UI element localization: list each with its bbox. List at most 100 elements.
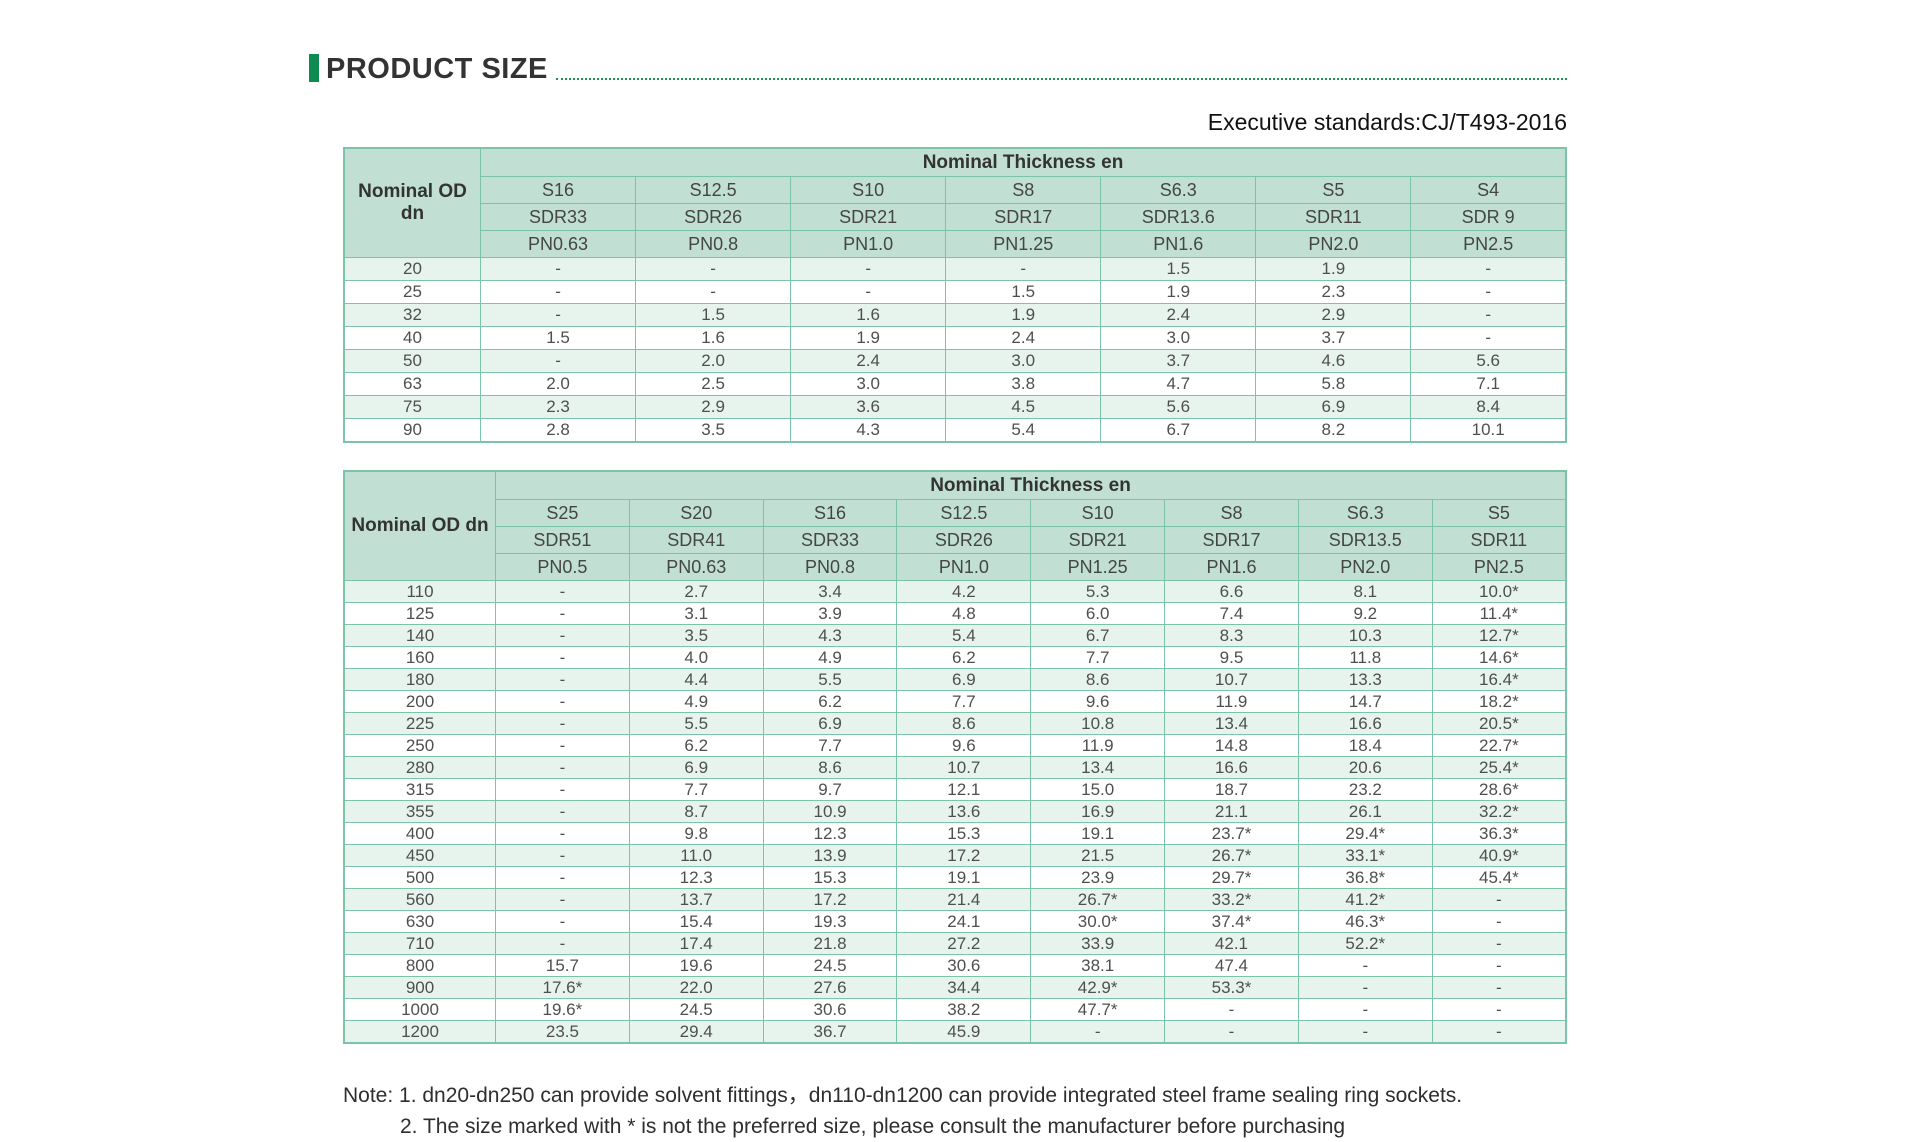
value-cell: 15.4: [628, 910, 764, 933]
page-content: PRODUCT SIZE Executive standards:CJ/T493…: [309, 0, 1567, 1142]
value-cell: 19.6: [628, 954, 764, 977]
value-cell: 21.8: [762, 932, 898, 955]
value-cell: 53.3*: [1164, 976, 1299, 999]
value-cell: 5.4: [896, 624, 1032, 647]
value-cell: 45.9: [896, 1020, 1032, 1044]
table-row: 180-4.4 5.5 6.9 8.6 10.7 13.3 16.4*: [343, 668, 1567, 691]
dn-cell: 800: [343, 954, 496, 977]
value-cell: -: [1297, 998, 1433, 1021]
value-cell: 37.4*: [1164, 910, 1299, 933]
value-cell: 18.7: [1164, 778, 1299, 801]
value-cell: -: [635, 280, 792, 304]
dn-cell: 630: [343, 910, 496, 933]
value-cell: 17.2: [896, 844, 1032, 867]
value-cell: 1.9: [945, 303, 1102, 327]
value-cell: -: [495, 690, 630, 713]
value-cell: -: [1410, 280, 1567, 304]
value-cell: 38.2: [896, 998, 1032, 1021]
value-cell: 26.7*: [1030, 888, 1166, 911]
value-cell: 22.0: [628, 976, 764, 999]
value-cell: 52.2*: [1297, 932, 1433, 955]
dn-cell: 160: [343, 646, 496, 669]
value-cell: 16.4*: [1431, 668, 1567, 691]
sdr-header-cell: SDR 9: [1410, 203, 1567, 231]
dn-cell: 75: [343, 395, 481, 419]
value-cell: 16.9: [1030, 800, 1166, 823]
value-cell: 29.4*: [1297, 822, 1433, 845]
sdr-header-cell: SDR33: [479, 203, 637, 231]
table-row: 90 2.8 3.5 4.3 5.4 6.7 8.2 10.1: [343, 418, 1567, 443]
value-cell: 17.4: [628, 932, 764, 955]
value-cell: 2.7: [628, 580, 764, 603]
sdr-header-cell: SDR51: [495, 526, 630, 554]
s-header-cell: S12.5: [896, 499, 1032, 527]
table-row: 710-17.4 21.8 27.2 33.9 42.1 52.2* -: [343, 932, 1567, 955]
value-cell: 15.3: [896, 822, 1032, 845]
value-cell: 5.3: [1030, 580, 1166, 603]
pn-header-cell: PN1.25: [945, 230, 1102, 258]
table-row: 315-7.7 9.7 12.1 15.0 18.7 23.2 28.6*: [343, 778, 1567, 801]
section-title-row: PRODUCT SIZE: [309, 54, 1567, 86]
value-cell: 4.2: [896, 580, 1032, 603]
dn-cell: 180: [343, 668, 496, 691]
table-row: 355-8.7 10.9 13.6 16.9 21.1 26.1 32.2*: [343, 800, 1567, 823]
s-header-cell: S8: [1164, 499, 1299, 527]
dn-cell: 90: [343, 418, 481, 443]
s-header-cell: S10: [1030, 499, 1166, 527]
dn-cell: 32: [343, 303, 481, 327]
value-cell: 1.9: [1100, 280, 1257, 304]
note-line-1: Note: 1. dn20-dn250 can provide solvent …: [343, 1084, 1463, 1107]
value-cell: -: [495, 910, 630, 933]
value-cell: -: [495, 778, 630, 801]
value-cell: 6.9: [1255, 395, 1412, 419]
table-row: 50-2.0 2.4 3.0 3.7 4.6 5.6: [343, 349, 1567, 373]
value-cell: 36.3*: [1431, 822, 1567, 845]
pn-header-cell: PN1.6: [1100, 230, 1257, 258]
value-cell: 6.6: [1164, 580, 1299, 603]
s-header-row: S16 S12.5 S10 S8 S6.3 S5 S4: [344, 176, 1567, 204]
sdr-header-row: SDR51 SDR41 SDR33 SDR26 SDR21 SDR17 SDR13.5 SDR…: [344, 526, 1567, 554]
sdr-header-cell: SDR33: [762, 526, 898, 554]
value-cell: 11.4*: [1431, 602, 1567, 625]
value-cell: 4.8: [896, 602, 1032, 625]
value-cell: 9.2: [1297, 602, 1433, 625]
value-cell: 24.1: [896, 910, 1032, 933]
value-cell: -: [1297, 1020, 1433, 1044]
s-header-cell: S25: [495, 499, 630, 527]
dn-cell: 450: [343, 844, 496, 867]
table-row: 125-3.1 3.9 4.8 6.0 7.4 9.2 11.4*: [343, 602, 1567, 625]
value-cell: 11.9: [1164, 690, 1299, 713]
value-cell: 5.6: [1100, 395, 1257, 419]
pn-header-row: PN0.5 PN0.63 PN0.8 PN1.0 PN1.25 PN1.6 PN2.0 PN2…: [344, 553, 1567, 581]
dn-cell: 50: [343, 349, 481, 373]
value-cell: 46.3*: [1297, 910, 1433, 933]
dn-cell: 140: [343, 624, 496, 647]
dn-cell: 20: [343, 257, 481, 281]
value-cell: 18.4: [1297, 734, 1433, 757]
value-cell: 1.6: [790, 303, 947, 327]
value-cell: 15.0: [1030, 778, 1166, 801]
value-cell: 3.0: [945, 349, 1102, 373]
value-cell: 29.7*: [1164, 866, 1299, 889]
value-cell: 19.6*: [495, 998, 630, 1021]
value-cell: 23.9: [1030, 866, 1166, 889]
pn-header-cell: PN0.63: [479, 230, 637, 258]
table-row: 32-1.5 1.6 1.9 2.4 2.9-: [343, 303, 1567, 327]
value-cell: -: [790, 257, 947, 281]
value-cell: 23.2: [1297, 778, 1433, 801]
value-cell: 36.7: [762, 1020, 898, 1044]
value-cell: 4.9: [628, 690, 764, 713]
value-cell: -: [495, 624, 630, 647]
table-row: 400-9.8 12.3 15.3 19.1 23.7* 29.4* 36.3*: [343, 822, 1567, 845]
row-header-cell: Nominal OD dn: [343, 147, 481, 258]
value-cell: 1.5: [1100, 257, 1257, 281]
value-cell: -: [495, 822, 630, 845]
value-cell: 32.2*: [1431, 800, 1567, 823]
value-cell: 21.5: [1030, 844, 1166, 867]
value-cell: 45.4*: [1431, 866, 1567, 889]
value-cell: 2.3: [1255, 280, 1412, 304]
value-cell: 33.2*: [1164, 888, 1299, 911]
table-row: 40 1.5 1.6 1.9 2.4 3.0 3.7-: [343, 326, 1567, 350]
sdr-header-cell: SDR11: [1431, 526, 1567, 554]
dn-cell: 900: [343, 976, 496, 999]
